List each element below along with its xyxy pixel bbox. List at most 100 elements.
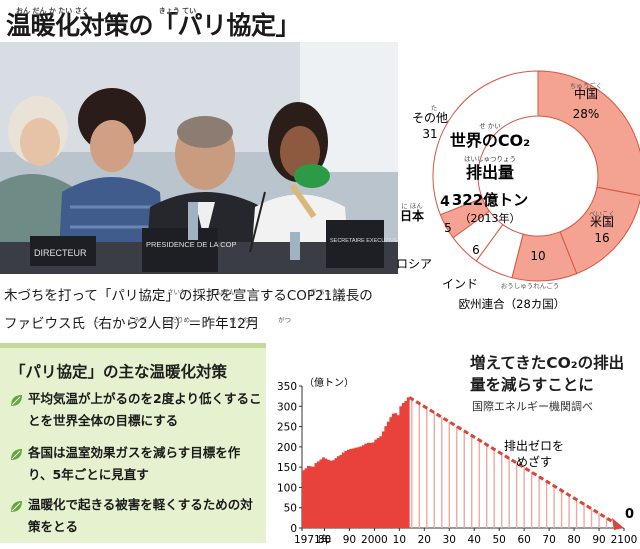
caption-ruby: さいたく xyxy=(167,288,193,296)
x-tick-label: 1971年 xyxy=(294,533,331,546)
historical-bar xyxy=(309,466,313,528)
title-ruby: おん だん か たい さく きょう てい xyxy=(16,7,197,15)
y-tick-label: 250 xyxy=(277,422,297,434)
historical-bar xyxy=(401,403,405,528)
donut-slice-label: 中国 xyxy=(574,86,598,101)
measure-item: 平均気温が上がるのを2度より低くすることを世界全体の目標にする xyxy=(10,388,262,432)
measures-panel: 「パリ協定」の主な温暖化対策 平均気温が上がるのを2度より低くすることを世界全体… xyxy=(0,343,266,543)
historical-bar xyxy=(314,463,318,528)
x-tick-label: 80 xyxy=(567,534,580,546)
historical-bar xyxy=(321,457,325,528)
historical-bar xyxy=(381,431,385,528)
donut-slice-value: 5 xyxy=(444,221,452,235)
page-title: おん だん か たい さく きょう てい 温暖化対策の「パリ協定」 xyxy=(6,7,301,40)
donut-total: 322億トン xyxy=(452,191,528,209)
historical-bar xyxy=(389,417,393,528)
historical-bar xyxy=(326,459,330,528)
donut-slice-value: 6 xyxy=(472,243,480,257)
y-tick-label: 0 xyxy=(290,523,297,535)
historical-bar xyxy=(361,445,365,528)
donut-slice-value: 10 xyxy=(530,249,545,263)
x-tick-label: 80 xyxy=(318,534,331,546)
historical-bar xyxy=(386,421,390,528)
caption-ruby: ぎ ちょう xyxy=(310,288,339,296)
donut-slice xyxy=(432,70,539,216)
donut-slice xyxy=(537,70,640,196)
x-tick-label: 10 xyxy=(393,534,406,546)
historical-bar xyxy=(344,450,348,528)
historical-bar xyxy=(391,413,395,528)
caption-ruby: せんげん xyxy=(209,288,235,296)
donut-slice-ruby: べいこく xyxy=(589,210,615,218)
donut-slice-label: 日本 xyxy=(400,208,424,223)
donut-slice-ruby: た xyxy=(431,104,438,112)
end-label: 0 xyxy=(625,507,634,522)
donut-slice-label: 米国 xyxy=(590,215,614,229)
historical-bar xyxy=(394,413,398,528)
leaf-icon xyxy=(10,446,23,460)
leaf-icon xyxy=(10,392,23,406)
x-tick-label: 70 xyxy=(542,534,555,546)
historical-bar xyxy=(316,461,320,528)
caption-ruby: し xyxy=(94,316,101,324)
x-tick-label: 2100 xyxy=(611,534,638,546)
x-tick-label: 2000 xyxy=(361,534,388,546)
historical-bar xyxy=(406,397,410,528)
historical-bar xyxy=(339,454,343,528)
historical-bar xyxy=(369,442,373,528)
donut-slice-value: 28% xyxy=(573,107,600,121)
donut-slice-label: 欧州連合（28カ国） xyxy=(459,297,566,311)
historical-bar xyxy=(399,406,403,528)
measure-item: 温暖化で起きる被害を軽くするための対策をとる xyxy=(10,494,262,538)
co2-emissions-chart: 0 50 100 150 200 250 300 350 1971年 80 90 2000 10 20 30… xyxy=(272,350,640,549)
donut-center-title-2: 排出量 xyxy=(466,163,514,182)
caption-line-2: ファビウス氏（右から2人目）＝昨年12月 xyxy=(4,316,260,332)
annotation-line-2: めざす xyxy=(516,454,552,469)
donut-slice-value: 16 xyxy=(594,231,609,245)
x-tick-label: 90 xyxy=(592,534,605,546)
caption-ruby: き xyxy=(6,288,13,296)
historical-bar xyxy=(376,437,380,528)
historical-bar xyxy=(329,460,333,528)
x-tick-label: 30 xyxy=(443,534,456,546)
historical-bar xyxy=(319,459,323,528)
caption-line-1: 木づちを打って「パリ協定」の採択を宣言するCOP21議長の xyxy=(4,288,373,304)
y-tick-label: 150 xyxy=(277,462,297,474)
projection-trend-line xyxy=(408,396,619,527)
historical-bar xyxy=(384,426,388,528)
historical-bar xyxy=(351,448,355,528)
historical-bar xyxy=(334,458,338,528)
historical-bar xyxy=(364,443,368,528)
donut-slice-label: インド xyxy=(442,277,478,291)
donut-slice-label: ロシア xyxy=(396,257,432,271)
donut-slice-ruby: に ほん xyxy=(401,202,423,210)
caption-ruby: ふたりめ xyxy=(164,316,190,324)
x-tick-label: 50 xyxy=(493,534,506,546)
y-tick-label: 50 xyxy=(284,503,297,515)
donut-center-ruby-1: せ かい xyxy=(479,122,501,130)
x-tick-label: 20 xyxy=(418,534,431,546)
historical-bar xyxy=(356,447,360,528)
conference-photo: DIRECTEUR PRESIDENCE DE LA COP SECRETAIR… xyxy=(0,42,398,274)
historical-bar xyxy=(379,436,383,528)
y-tick-label: 350 xyxy=(277,381,297,393)
historical-bar xyxy=(349,448,353,528)
measures-title: 「パリ協定」の主な温暖化対策 xyxy=(10,363,228,381)
donut-slice-value: 31 xyxy=(422,127,437,141)
historical-bar xyxy=(404,401,408,528)
x-tick-label: 90 xyxy=(343,534,356,546)
historical-bar xyxy=(396,415,400,528)
annotation-line-1: 排出ゼロを xyxy=(504,439,564,453)
y-tick-label: 100 xyxy=(277,482,297,494)
chart-source: 国際エネルギー機関調べ xyxy=(472,400,593,413)
historical-bar xyxy=(311,466,315,528)
photo-caption: 木づちを打って「パリ協定」の採択を宣言するCOP21議長の ファビウス氏（右から… xyxy=(4,282,396,338)
caption-ruby: う xyxy=(44,288,51,296)
historical-bar xyxy=(336,456,340,528)
historical-bar xyxy=(302,470,305,528)
donut-year: （2013年） xyxy=(460,211,521,225)
historical-bar xyxy=(304,468,308,528)
donut-center-ruby-2: はいしゅつりょう xyxy=(464,155,516,163)
